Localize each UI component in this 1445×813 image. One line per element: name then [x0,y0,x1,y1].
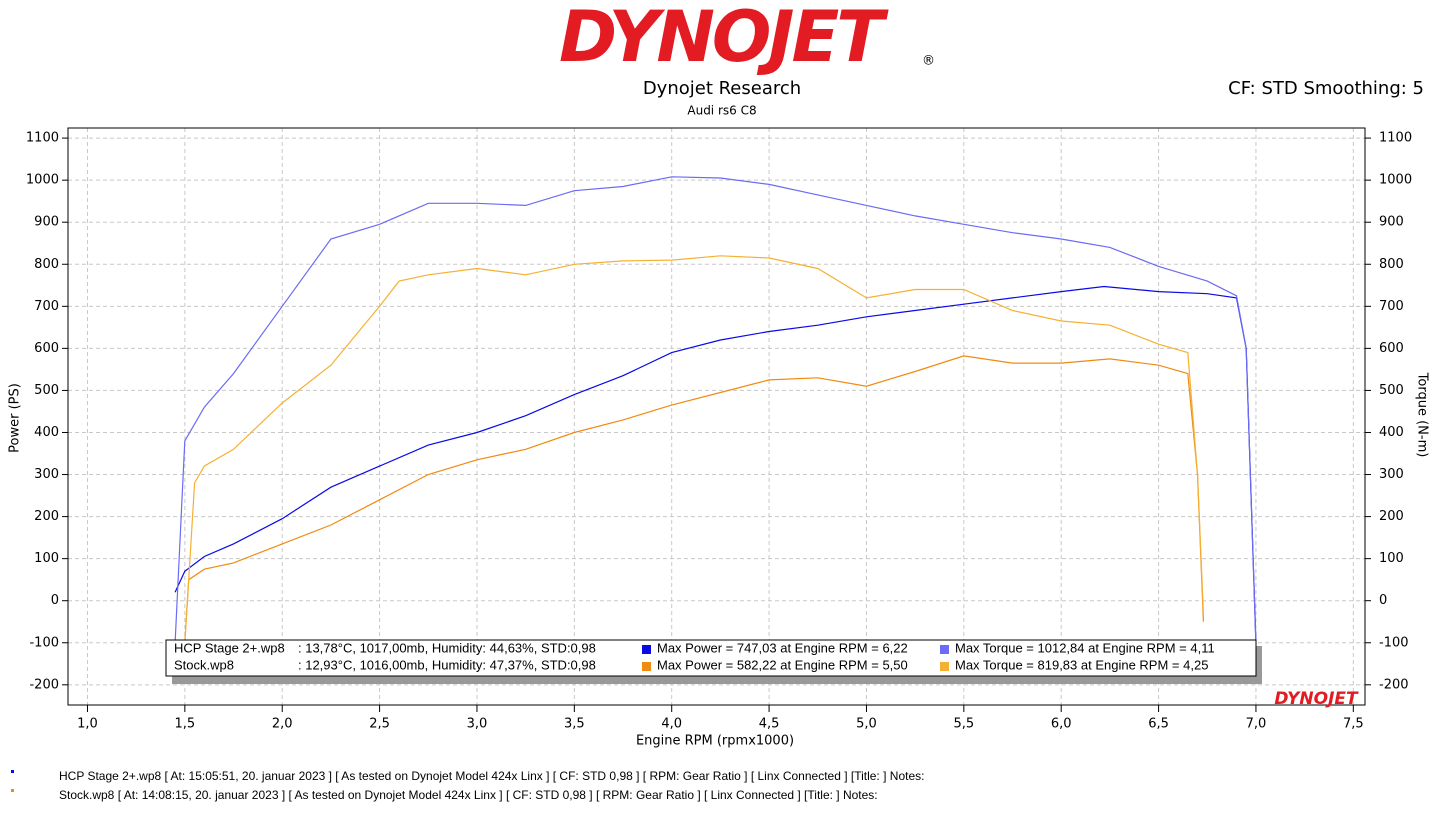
x-tick-label: 2,0 [272,717,293,732]
y-tick-label: 500 [34,383,59,398]
y2-tick-label: 900 [1379,215,1404,230]
y2-tick-label: 700 [1379,299,1404,314]
legend-conditions: : 13,78°C, 1017,00mb, Humidity: 44,63%, … [298,640,596,655]
legend-swatch [642,645,651,654]
series-line [184,255,1204,643]
x-tick-label: 5,0 [856,717,877,732]
y2-tick-label: -200 [1379,677,1409,692]
legend-entry: Max Torque = 819,83 at Engine RPM = 4,25 [955,657,1208,672]
x-tick-label: 7,5 [1343,717,1364,732]
series-line [174,176,1257,643]
note-marker [11,770,14,773]
x-tick-label: 6,5 [1148,717,1169,732]
x-tick-label: 1,5 [175,717,196,732]
y2-tick-label: 400 [1379,425,1404,440]
note-marker [11,789,14,792]
y2-tick-label: 0 [1379,593,1387,608]
legend-file: HCP Stage 2+.wp8 [174,640,285,655]
legend-swatch [642,662,651,671]
legend-entry: Max Torque = 1012,84 at Engine RPM = 4,1… [955,640,1215,655]
legend: HCP Stage 2+.wp8 : 13,78°C, 1017,00mb, Hu… [165,639,1262,684]
x-tick-label: 3,5 [564,717,585,732]
y-tick-label: 200 [34,509,59,524]
watermark: DYNOJET [1274,689,1359,709]
vehicle: Audi rs6 C8 [687,104,756,118]
x-tick-label: 2,5 [369,717,390,732]
y-tick-label: 800 [34,257,59,272]
note: Stock.wp8 [ At: 14:08:15, 20. januar 202… [59,788,878,802]
x-tick-label: 5,5 [953,717,974,732]
x-tick-label: 3,0 [467,717,488,732]
y-tick-label: 700 [34,299,59,314]
y-tick-label: 1100 [26,131,59,146]
y-tick-label: 0 [51,593,59,608]
y2-axis-label: Torque (N-m) [1415,372,1430,458]
y-tick-label: -100 [29,635,59,650]
company: Dynojet Research [643,78,801,99]
y-tick-label: 1000 [26,173,59,188]
x-tick-label: 1,0 [77,717,98,732]
y2-tick-label: 200 [1379,509,1404,524]
plot-frame [67,127,1366,706]
x-tick-label: 4,0 [661,717,682,732]
y-tick-label: -200 [29,677,59,692]
registered-mark: ® [922,54,935,69]
series-line [174,285,1257,643]
x-tick-label: 7,0 [1246,717,1267,732]
legend-entry: Max Power = 747,03 at Engine RPM = 6,22 [657,640,908,655]
x-axis-label: Engine RPM (rpmx1000) [636,734,794,749]
note: HCP Stage 2+.wp8 [ At: 15:05:51, 20. jan… [59,769,924,783]
y-tick-label: 100 [34,551,59,566]
y-axis-label: Power (PS) [8,383,23,453]
y2-tick-label: 600 [1379,341,1404,356]
y-tick-label: 600 [34,341,59,356]
logo: DYNOJET [559,0,889,78]
x-tick-label: 6,0 [1051,717,1072,732]
legend-file: Stock.wp8 [174,657,234,672]
x-tick-label: 4,5 [759,717,780,732]
y2-tick-label: -100 [1379,635,1409,650]
y-tick-label: 900 [34,215,59,230]
y2-tick-label: 100 [1379,551,1404,566]
series-line [184,355,1204,643]
legend-swatch [940,645,949,654]
legend-box [165,639,1257,677]
y-tick-label: 300 [34,467,59,482]
legend-entry: Max Power = 582,22 at Engine RPM = 5,50 [657,657,908,672]
settings: CF: STD Smoothing: 5 [1228,78,1424,99]
y2-tick-label: 500 [1379,383,1404,398]
y2-tick-label: 800 [1379,257,1404,272]
y2-tick-label: 1100 [1379,131,1412,146]
legend-conditions: : 12,93°C, 1016,00mb, Humidity: 47,37%, … [298,657,596,672]
y2-tick-label: 1000 [1379,173,1412,188]
y2-tick-label: 300 [1379,467,1404,482]
y-tick-label: 400 [34,425,59,440]
legend-swatch [940,662,949,671]
